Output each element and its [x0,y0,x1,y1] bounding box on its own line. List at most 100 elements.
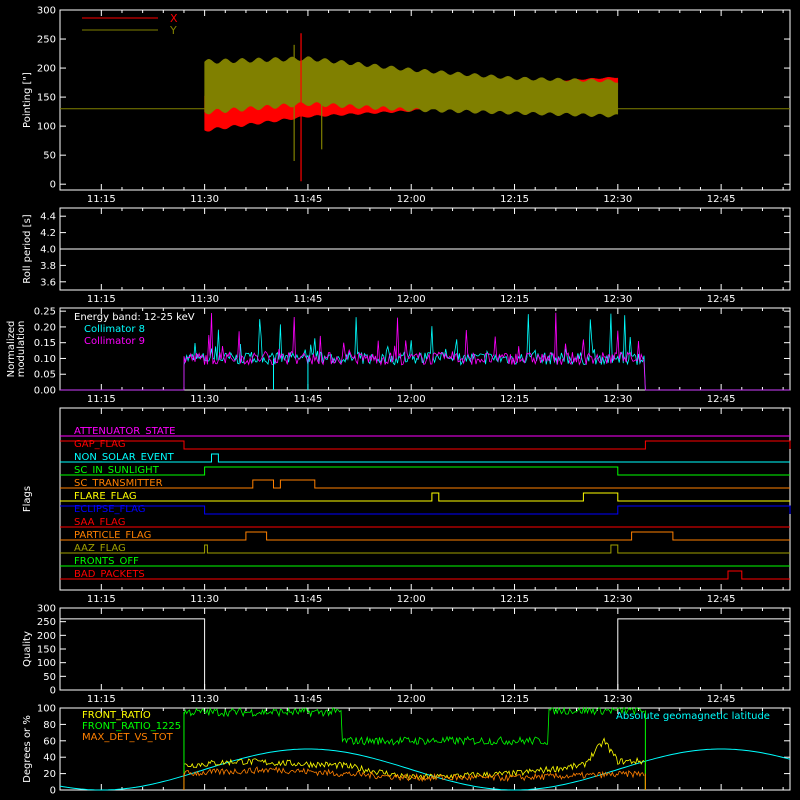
modulation-ytick-label: 0.00 [34,386,56,397]
modulation-xtick-label: 12:15 [500,394,529,405]
pointing-ytick-label: 100 [37,122,56,133]
flags-xtick-label: 11:30 [190,594,219,605]
flag-line-9 [60,544,790,554]
quality-xtick-label: 12:30 [603,694,632,705]
roll-ytick-label: 3.8 [40,261,56,272]
pointing-xtick-label: 11:30 [190,194,219,205]
flag-line-6 [60,505,791,515]
pointing-ytick-label: 150 [37,93,56,104]
flag-label-8: PARTICLE_FLAG [74,530,151,541]
flags-ylabel: Flags [22,486,33,512]
roll-xtick-label: 11:45 [294,294,323,305]
panel-ratios: 0 20 40 60 80 100 Degrees or % Absolute geomagn… [22,704,791,797]
roll-ytick-label: 4.0 [40,245,56,256]
flags-xtick-label: 11:15 [87,594,116,605]
modulation-ylabel: Normalized [6,321,17,378]
flag-label-3: SC_IN_SUNLIGHT [74,465,160,476]
ratios-ytick-label: 0 [50,786,56,797]
pointing-ytick-label: 0 [50,180,56,191]
flag-label-10: FRONTS_OFF [74,556,139,567]
flag-line-8 [60,531,790,541]
modulation-ylabel-2: modulation [16,321,27,378]
panel-roll: 11:15 11:30 11:45 12:00 12:15 12:30 12:45 3.6 3.… [22,207,791,305]
modulation-frame [59,307,791,391]
panels: 11:15 11:30 11:45 12:00 12:15 12:30 12:45 0 50 10… [6,6,791,797]
ratios-legend-0: FRONT_RATIO [82,710,151,721]
flags-xtick-label: 12:30 [603,594,632,605]
pointing-ytick-label: 250 [37,35,56,46]
quality-ytick-label: 150 [37,645,56,656]
quality-xtick-label: 12:45 [707,694,736,705]
ratios-legend-2: MAX_DET_VS_TOT [82,732,174,743]
ratios-ylabel: Degrees or % [22,715,33,783]
roll-xtick-label: 12:45 [707,294,736,305]
flag-line-11 [60,570,790,580]
pointing-ytick-label: 50 [43,151,56,162]
flags-xtick-label: 12:45 [707,594,736,605]
ratios-ytick-label: 20 [43,769,56,780]
pointing-ylabel: Pointing ["] [22,72,33,128]
panel-pointing: 11:15 11:30 11:45 12:00 12:15 12:30 12:45 0 50 10… [22,6,791,205]
pointing-frame [59,9,791,191]
ratios-secondary-label: Absolute geomagnetic latitude [616,711,770,722]
pointing-xtick-label: 11:15 [87,194,116,205]
ratios-series-1 [183,706,645,746]
quality-xtick-label: 12:00 [397,694,426,705]
pointing-xtick-label: 12:00 [397,194,426,205]
modulation-ytick-label: 0.25 [34,307,56,318]
ratios-secondary-line [59,748,791,791]
ratios-series-0 [183,737,645,781]
flags-xtick-label: 11:45 [294,594,323,605]
pointing-xtick-label: 12:30 [603,194,632,205]
pointing-xtick-label: 11:45 [294,194,323,205]
flags-xtick-label: 12:15 [500,594,529,605]
legend-label-Y: Y [169,24,177,37]
flag-label-2: NON_SOLAR_EVENT [74,452,175,463]
pointing-ytick-label: 200 [37,64,56,75]
flag-label-9: AAZ_FLAG [74,543,126,554]
ratios-legend-1: FRONT_RATIO_1225 [82,721,181,732]
flag-line-4 [60,479,790,489]
pointing-ytick-label: 300 [37,6,56,17]
modulation-series-1 [60,312,790,391]
quality-xtick-label: 12:15 [500,694,529,705]
ratios-ytick-label: 100 [37,704,56,715]
quality-ytick-label: 0 [50,686,56,697]
modulation-annotation: Energy band: 12-25 keV [74,312,195,323]
flag-label-1: GAP_FLAG [74,439,126,450]
flag-label-4: SC_TRANSMITTER [74,478,163,489]
flag-line-5 [60,492,790,502]
panel-quality: 11:15 11:30 11:45 12:00 12:15 12:30 12:45 0 50 10… [22,604,791,705]
flags-xtick-label: 12:00 [397,594,426,605]
flags-frame [59,407,791,591]
modulation-ytick-label: 0.20 [34,322,56,333]
flag-label-7: SAA_FLAG [74,517,125,528]
roll-ylabel: Roll period [s] [22,214,33,283]
quality-ylabel: Quality [22,631,33,667]
pointing-xtick-label: 12:15 [500,194,529,205]
quality-xtick-label: 11:15 [87,694,116,705]
quality-ytick-label: 50 [43,672,56,683]
ratios-ytick-label: 60 [43,736,56,747]
quality-ytick-label: 250 [37,617,56,628]
modulation-legend-1: Collimator 9 [84,336,145,347]
quality-xtick-label: 11:30 [190,694,219,705]
panel-modulation: 11:15 11:30 11:45 12:00 12:15 12:30 12:45 0.00 0… [6,307,791,405]
ratios-frame [59,707,791,791]
modulation-xtick-label: 12:30 [603,394,632,405]
ratios-ytick-label: 40 [43,753,56,764]
modulation-ytick-label: 0.10 [34,354,56,365]
roll-xtick-label: 11:15 [87,294,116,305]
modulation-ytick-label: 0.15 [34,338,56,349]
roll-ytick-label: 3.6 [40,277,56,288]
panel-flags: 11:15 11:30 11:45 12:00 12:15 12:30 12:45 Flags… [22,407,791,605]
pointing-xtick-label: 12:45 [707,194,736,205]
pointing-band-Y [204,56,619,118]
quality-ytick-label: 100 [37,658,56,669]
flag-label-11: BAD_PACKETS [74,569,145,580]
flag-label-6: ECLIPSE_FLAG [74,504,145,515]
modulation-xtick-label: 12:45 [707,394,736,405]
legend-label-X: X [170,12,178,25]
